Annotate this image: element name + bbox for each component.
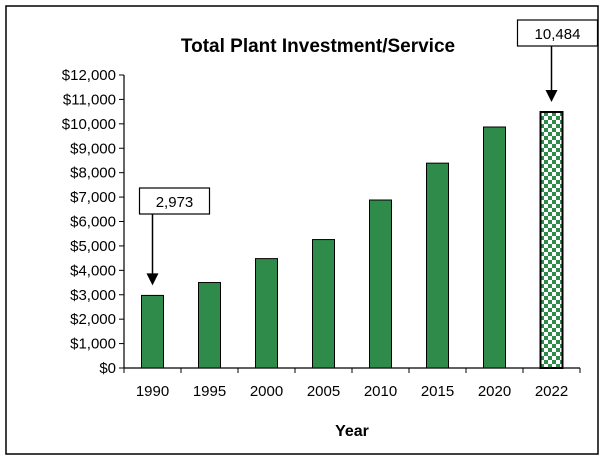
callout-box — [138, 187, 211, 215]
y-tick-label: $1,000 — [70, 336, 116, 353]
bar-2005 — [312, 239, 335, 369]
x-tick-label: 2010 — [364, 383, 397, 400]
chart-title: Total Plant Investment/Service — [181, 36, 455, 57]
y-tick-label: $4,000 — [70, 262, 116, 279]
bar-2000 — [255, 258, 278, 369]
y-tick-label: $2,000 — [70, 311, 116, 328]
y-tick-label: $9,000 — [70, 140, 116, 157]
y-tick-label: $0 — [99, 360, 116, 377]
callout-label: 10,484 — [535, 26, 581, 43]
x-tick-label: 1990 — [136, 383, 169, 400]
y-tick-label: $11,000 — [63, 91, 116, 108]
bars — [141, 111, 564, 369]
y-tick-label: $12,000 — [62, 67, 116, 84]
bar-2015 — [426, 162, 449, 369]
x-tick-label: 1995 — [193, 383, 226, 400]
x-axis-label: Year — [335, 423, 369, 440]
bar-2010 — [369, 199, 392, 369]
x-tick-label: 2005 — [307, 383, 340, 400]
y-tick-label: $6,000 — [70, 214, 116, 231]
x-tick-label: 2015 — [421, 383, 454, 400]
y-tick-label: $10,000 — [62, 116, 116, 133]
bar-2022 — [539, 111, 564, 369]
x-tick-label: 2020 — [478, 383, 511, 400]
callout-2022: 10,484 — [516, 19, 599, 103]
callout-label: 2,973 — [156, 194, 194, 211]
callouts: 2,973 10,484 — [138, 19, 599, 286]
x-tick-label: 2000 — [250, 383, 283, 400]
y-tick-label: $8,000 — [70, 165, 116, 182]
y-tick-label: $3,000 — [70, 287, 116, 304]
bar-2020 — [483, 126, 506, 369]
bar-1995 — [198, 282, 221, 369]
y-axis: $0 $1,000 $2,000 $3,000 $4,000 $5,000 $6,000 $7… — [62, 67, 125, 377]
callout-box — [516, 19, 599, 47]
y-tick-label: $7,000 — [70, 189, 116, 206]
bar-1990 — [141, 294, 164, 369]
callout-arrow-head — [545, 90, 558, 103]
y-tick-label: $5,000 — [70, 238, 116, 255]
callout-1990: 2,973 — [138, 187, 211, 286]
callout-arrow-head — [146, 273, 159, 286]
x-tick-label: 2022 — [535, 383, 568, 400]
